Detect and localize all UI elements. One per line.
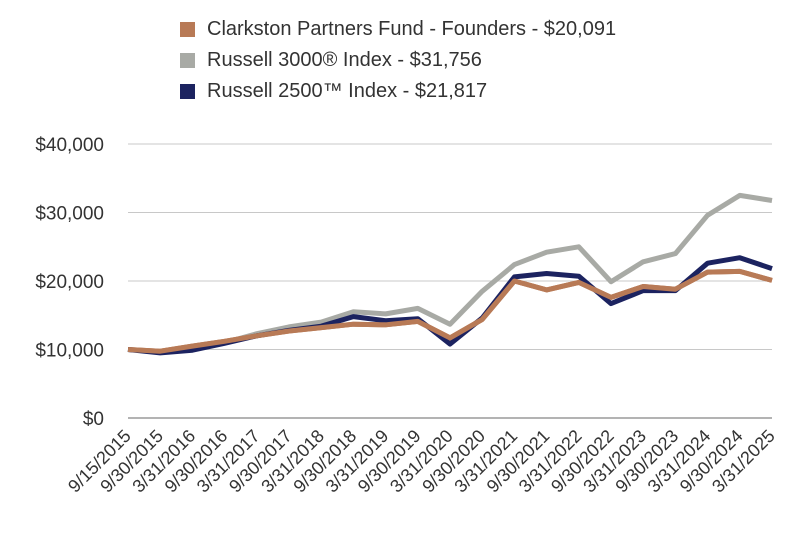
- legend-swatch-fund: [180, 22, 195, 37]
- legend-item-fund: Clarkston Partners Fund - Founders - $20…: [180, 14, 616, 45]
- y-tick-label: $40,000: [35, 135, 104, 156]
- legend-label-fund: Clarkston Partners Fund - Founders - $20…: [207, 18, 617, 40]
- legend-swatch-russell-2500: [180, 84, 195, 99]
- y-tick-label: $30,000: [35, 204, 104, 225]
- series-line-fund-overlay: [127, 268, 773, 354]
- legend-label-russell-3000: Russell 3000® Index - $31,756: [207, 49, 482, 71]
- legend-label-russell-2500: Russell 2500™ Index - $21,817: [207, 80, 488, 102]
- legend-item-russell-2500: Russell 2500™ Index - $21,817: [180, 76, 616, 107]
- y-tick-label: $10,000: [35, 341, 104, 362]
- y-tick-label: $20,000: [35, 272, 104, 293]
- legend-swatch-russell-3000: [180, 53, 195, 68]
- y-tick-label: $0: [83, 409, 104, 430]
- chart-legend: Clarkston Partners Fund - Founders - $20…: [180, 14, 616, 107]
- legend-item-russell-3000: Russell 3000® Index - $31,756: [180, 45, 616, 76]
- series-line-1: [127, 192, 773, 355]
